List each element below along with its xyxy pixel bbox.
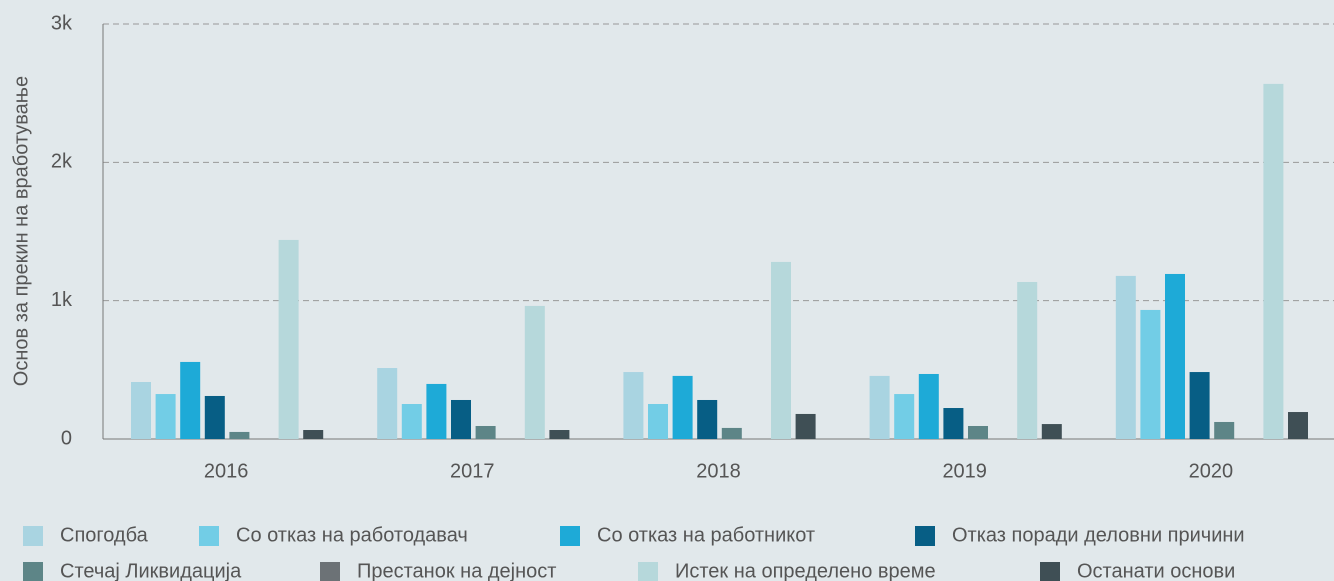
- x-tick-label: 2018: [696, 460, 741, 482]
- x-tick-label: 2020: [1189, 460, 1234, 482]
- bar: [869, 375, 890, 439]
- bar: [278, 239, 299, 439]
- bar: [795, 413, 816, 439]
- bar: [1140, 309, 1161, 439]
- bar: [648, 404, 668, 439]
- legend-swatch: [23, 562, 43, 581]
- bar: [303, 430, 324, 439]
- bar: [721, 427, 742, 439]
- bar: [451, 399, 471, 439]
- bar: [1165, 273, 1185, 439]
- legend-label: Истек на определено време: [675, 560, 936, 581]
- legend-label: Со отказ на работникот: [597, 524, 815, 546]
- legend-label: Престанок на дејност: [357, 560, 556, 581]
- bar: [1288, 412, 1308, 439]
- legend-swatch: [638, 562, 658, 581]
- legend-label: Останати основи: [1077, 560, 1235, 581]
- bar: [377, 368, 398, 439]
- bar: [155, 394, 176, 439]
- y-tick-label: 0: [61, 427, 72, 449]
- legend-swatch: [199, 526, 219, 546]
- y-tick-label: 1k: [51, 289, 73, 311]
- bar: [1189, 372, 1210, 439]
- bar: [549, 430, 570, 439]
- y-tick-label: 3k: [51, 12, 73, 34]
- bar: [229, 431, 250, 439]
- x-tick-label: 2017: [450, 460, 495, 482]
- x-tick-label: 2016: [204, 460, 249, 482]
- y-tick-label: 2k: [51, 151, 73, 173]
- bar: [131, 382, 151, 439]
- legend-label: Со отказ на работодавач: [236, 524, 468, 546]
- x-tick-label: 2019: [942, 460, 987, 482]
- bar: [1214, 421, 1235, 439]
- bar: [426, 383, 447, 439]
- bar: [697, 399, 718, 439]
- bar: [1041, 424, 1062, 439]
- bar: [968, 425, 988, 439]
- bar: [524, 305, 545, 439]
- bar: [401, 404, 422, 439]
- bar: [475, 425, 496, 439]
- legend-swatch: [1040, 562, 1060, 581]
- bar: [1017, 281, 1038, 439]
- legend-label: Отказ поради деловни причини: [952, 524, 1245, 546]
- bar: [1263, 83, 1284, 440]
- legend-label: Спогодба: [60, 524, 149, 546]
- legend-swatch: [23, 526, 43, 546]
- bar: [918, 373, 939, 439]
- legend-swatch: [915, 526, 935, 546]
- bar: [1115, 275, 1136, 439]
- bar: [672, 375, 693, 439]
- bar: [180, 361, 201, 439]
- legend-label: Стечај Ликвидација: [60, 560, 242, 581]
- bar: [894, 394, 915, 439]
- bar: [623, 372, 644, 439]
- bar: [204, 395, 225, 439]
- legend-swatch: [320, 562, 340, 581]
- bar: [771, 261, 791, 439]
- bar: [943, 408, 964, 439]
- legend-swatch: [560, 526, 580, 546]
- y-axis-label: Основ за прекин на вработување: [10, 76, 32, 386]
